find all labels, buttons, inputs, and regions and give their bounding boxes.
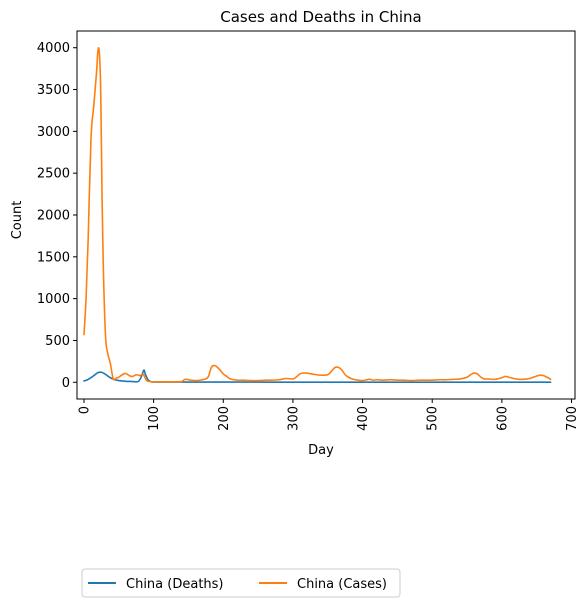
- x-tick-label: 600: [495, 406, 510, 431]
- y-tick-label: 500: [45, 334, 70, 349]
- legend: China (Deaths) China (Cases): [81, 568, 401, 598]
- series-line-deaths: [83, 369, 552, 383]
- legend-frame: [81, 568, 401, 598]
- x-tick-label: 0: [77, 406, 92, 414]
- y-tick-label: 2000: [37, 209, 70, 224]
- x-axis: 0 100 200 300 400 500 600 700: [77, 399, 580, 431]
- y-tick-label: 4000: [37, 41, 70, 56]
- y-axis: 0 500 1000 1500 2000 2500 3000 3500 4000: [37, 41, 77, 391]
- x-tick-label: 100: [147, 406, 162, 431]
- y-axis-label: Count: [10, 201, 25, 240]
- y-tick-label: 2500: [37, 167, 70, 182]
- y-tick-label: 3500: [37, 83, 70, 98]
- x-axis-label: Day: [308, 443, 334, 458]
- x-tick-label: 300: [286, 406, 301, 431]
- x-tick-label: 500: [426, 406, 441, 431]
- y-tick-label: 1500: [37, 250, 70, 265]
- x-tick-label: 200: [217, 406, 232, 431]
- legend-label-cases: China (Cases): [297, 577, 387, 592]
- y-tick-label: 0: [62, 376, 70, 391]
- chart-title: Cases and Deaths in China: [220, 8, 422, 26]
- series-layer: [83, 46, 552, 383]
- y-tick-label: 3000: [37, 125, 70, 140]
- y-tick-label: 1000: [37, 292, 70, 307]
- x-tick-label: 700: [565, 406, 580, 431]
- series-line-cases: [83, 46, 552, 383]
- legend-label-deaths: China (Deaths): [126, 577, 224, 592]
- x-tick-label: 400: [356, 406, 371, 431]
